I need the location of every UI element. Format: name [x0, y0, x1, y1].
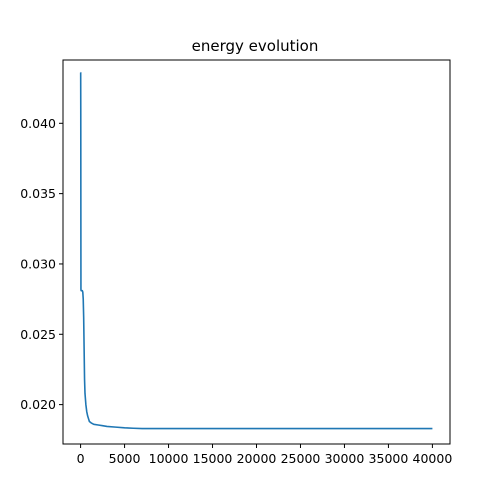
x-tick-label: 40000: [413, 451, 453, 466]
x-tick-label: 30000: [325, 451, 365, 466]
x-tick-label: 15000: [193, 451, 233, 466]
x-tick-label: 35000: [369, 451, 409, 466]
x-tick-label: 10000: [149, 451, 189, 466]
plot-marks: 0 5000 10000 15000 20000 25000 30000 35000 40000…: [20, 71, 453, 466]
series-line-0: [79, 71, 433, 430]
x-tick-label: 0: [77, 451, 85, 466]
y-tick-label: 0.040: [20, 116, 56, 131]
x-tick-label: 5000: [109, 451, 141, 466]
plot-area-frame: [62, 59, 451, 445]
x-tick-label: 20000: [237, 451, 277, 466]
y-tick-label: 0.030: [20, 256, 56, 271]
y-tick-label: 0.020: [20, 397, 56, 412]
y-tick-label: 0.025: [20, 327, 56, 342]
chart-title: energy evolution: [192, 37, 319, 55]
y-tick-label: 0.035: [20, 186, 56, 201]
x-tick-label: 25000: [281, 451, 321, 466]
